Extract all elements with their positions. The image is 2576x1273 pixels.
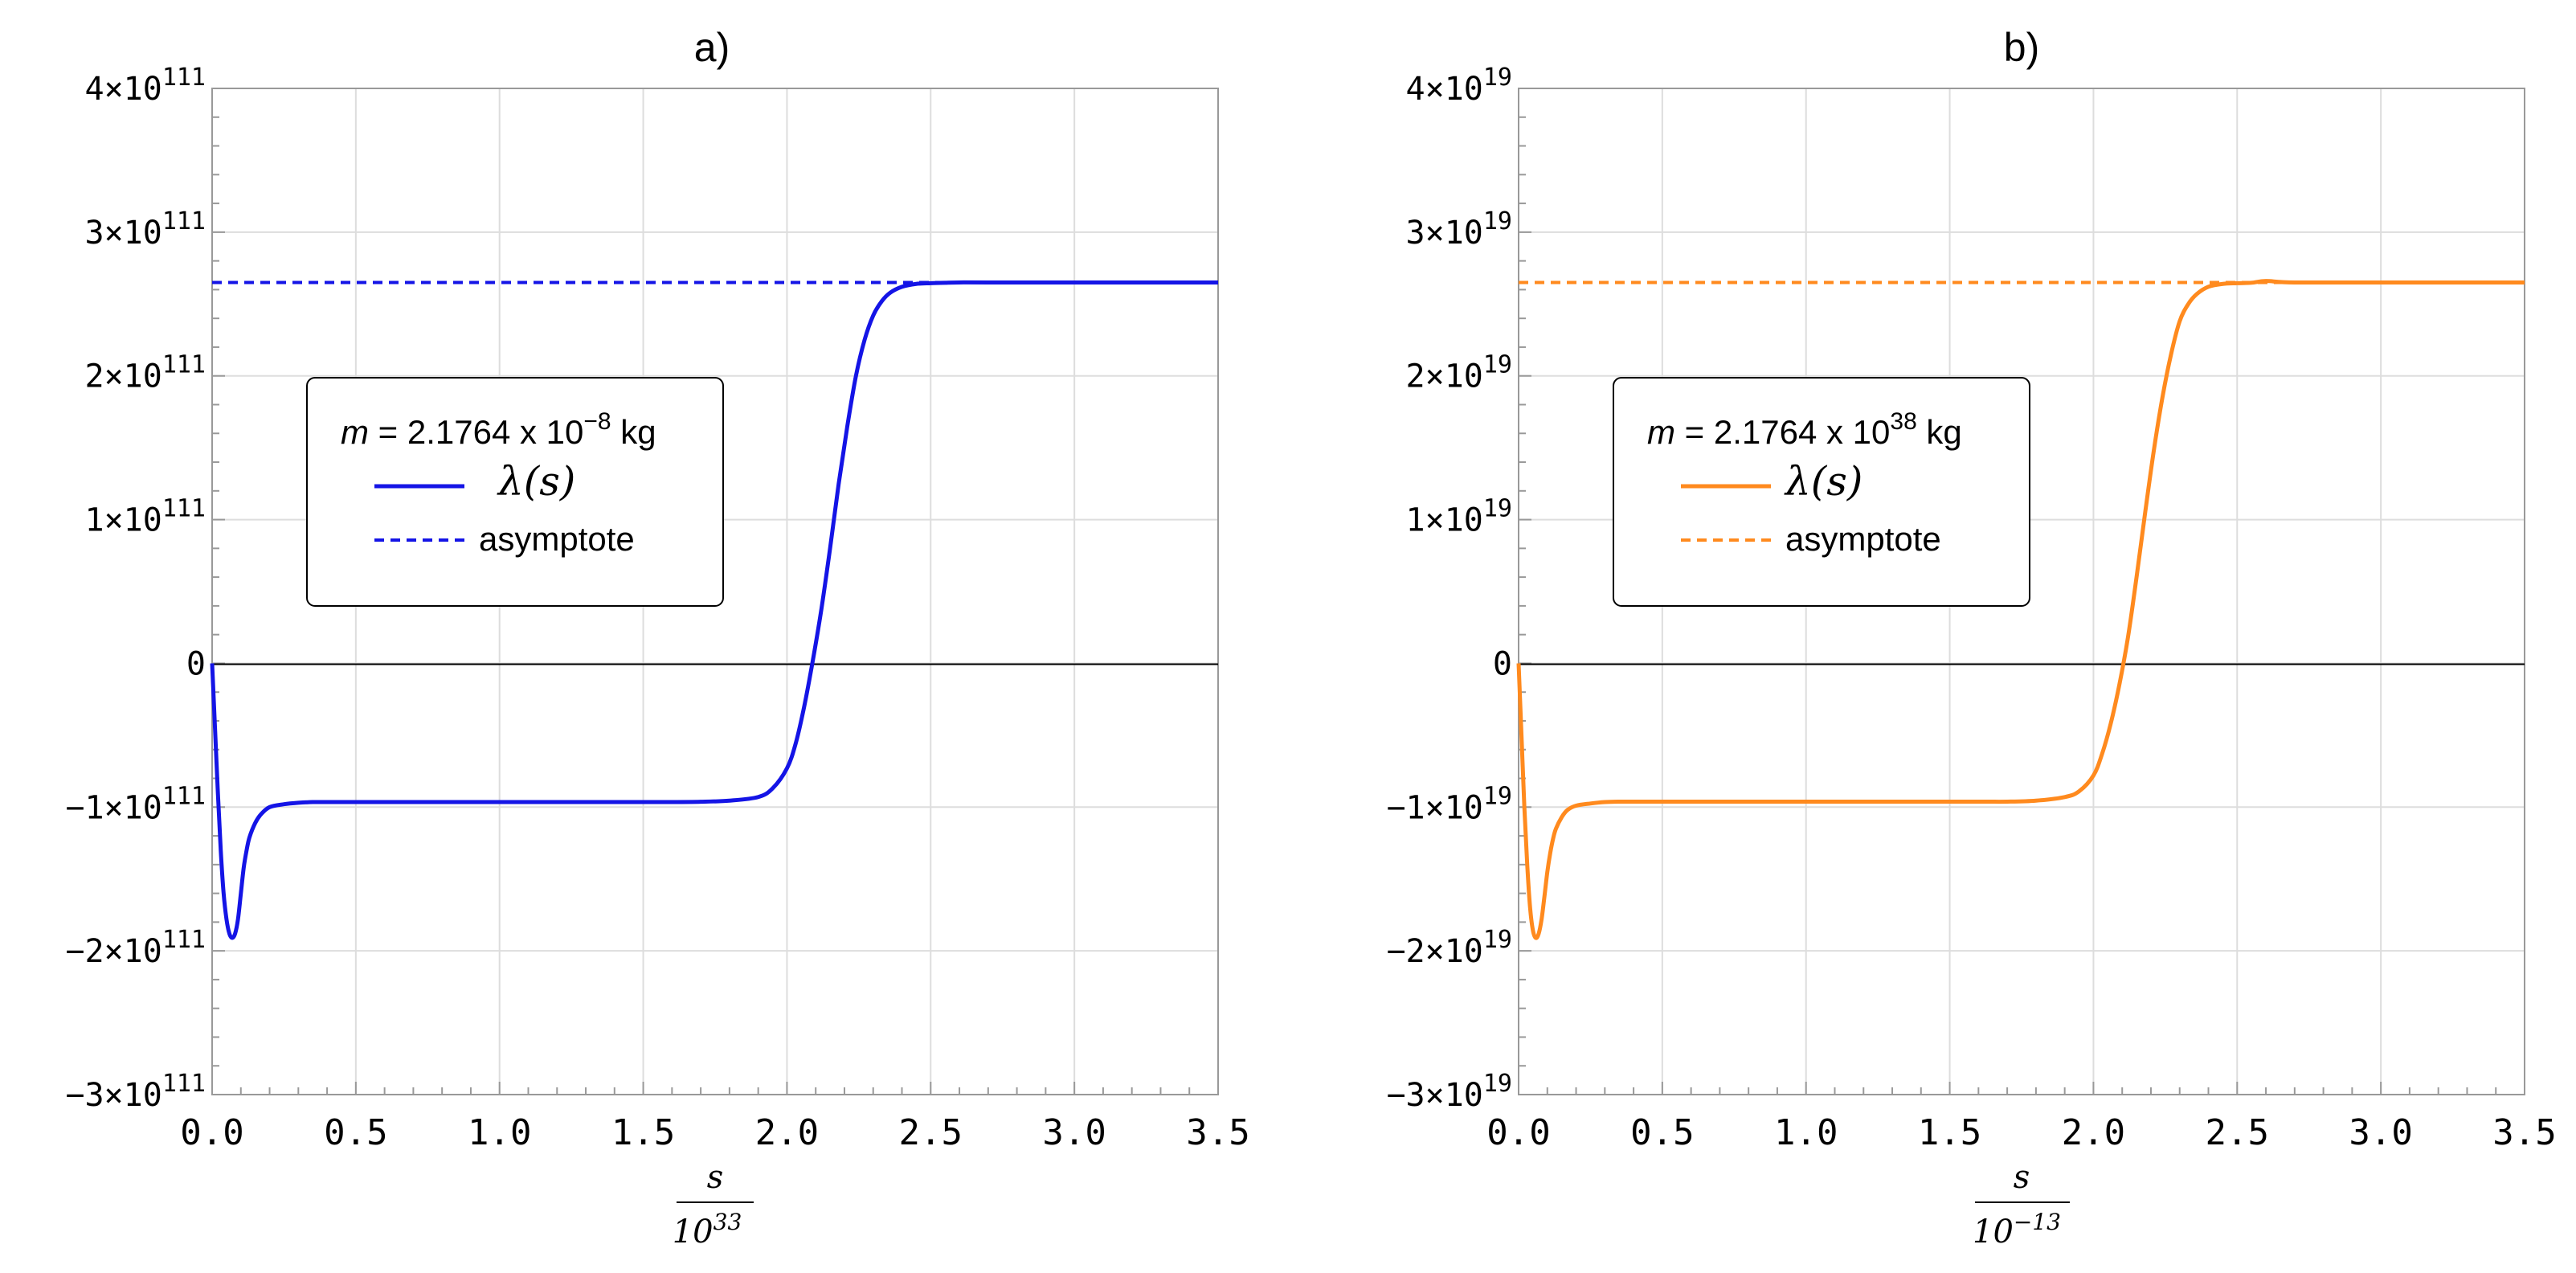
panel-a-y-tick-label: 2×10111 bbox=[84, 351, 206, 395]
panel-b-legend-series-label: λ(s) bbox=[1784, 458, 1862, 505]
panel-a-legend-series-label: λ(s) bbox=[497, 458, 575, 505]
panel-a-x-tick-label: 0.5 bbox=[324, 1112, 387, 1153]
panel-a-legend-asymptote-label: asymptote bbox=[479, 520, 635, 558]
panel-a: a) 4×10111 3×10111 2×10111 1×10111 0 −1×10111… bbox=[65, 25, 1249, 1250]
panel-b-xlabel-denominator: 10−13 bbox=[1973, 1209, 2061, 1250]
panel-a-x-tick-label: 1.0 bbox=[468, 1112, 531, 1153]
panel-b-x-tick-label: 1.0 bbox=[1774, 1112, 1838, 1153]
panel-b-y-tick-label: 2×1019 bbox=[1406, 351, 1512, 395]
panel-a-frame bbox=[211, 88, 1219, 1095]
panel-b-xlabel-denominator-base: 10 bbox=[1973, 1214, 2014, 1250]
panel-b: b) 4×1019 3×1019 2×1019 1×1019 0 −1×1019 −2×10… bbox=[1386, 25, 2556, 1250]
panel-a-x-tick-label: 1.5 bbox=[611, 1112, 675, 1153]
panel-a-x-tick-labels: 0.0 0.5 1.0 1.5 2.0 2.5 3.0 3.5 bbox=[180, 1112, 1249, 1153]
panel-a-y-tick-label: 1×10111 bbox=[84, 495, 206, 539]
panel-b-xlabel-numerator: s bbox=[2014, 1159, 2030, 1196]
panel-b-y-tick-label: 3×1019 bbox=[1406, 207, 1512, 252]
panel-a-y-tick-label: 0 bbox=[186, 645, 206, 682]
panel-b-legend-asymptote-label: asymptote bbox=[1785, 520, 1941, 558]
panel-a-xlabel-denominator-base: 10 bbox=[673, 1214, 714, 1250]
panel-a-x-tick-label: 2.5 bbox=[899, 1112, 963, 1153]
panel-b-y-tick-label: −3×1019 bbox=[1386, 1070, 1512, 1114]
panel-b-legend: m = 2.1764 x 1038 kg λ(s) asymptote bbox=[1613, 377, 2030, 607]
panel-b-x-axis-label: s 10−13 bbox=[1973, 1159, 2070, 1250]
panel-a-y-tick-label: 3×10111 bbox=[84, 207, 206, 252]
panel-b-x-tick-label: 0.0 bbox=[1486, 1112, 1550, 1153]
panel-a-y-tick-labels: 4×10111 3×10111 2×10111 1×10111 0 −1×10111 −2×… bbox=[65, 63, 206, 1114]
panel-a-xlabel-numerator: s bbox=[707, 1159, 724, 1196]
panel-b-x-tick-label: 2.0 bbox=[2062, 1112, 2125, 1153]
panel-a-legend: m = 2.1764 x 10−8 kg λ(s) asymptote bbox=[306, 377, 724, 607]
panel-b-xlabel-denominator-exp: −13 bbox=[2014, 1209, 2061, 1235]
panel-b-x-tick-label: 1.5 bbox=[1918, 1112, 1981, 1153]
panel-a-legend-mass: m = 2.1764 x 10−8 kg bbox=[341, 408, 656, 451]
panel-b-y-tick-label: 4×1019 bbox=[1406, 63, 1512, 108]
panel-a-legend-box bbox=[306, 377, 724, 607]
panel-a-x-tick-label: 0.0 bbox=[180, 1112, 243, 1153]
panel-a-y-tick-label: −1×10111 bbox=[65, 782, 206, 826]
panel-b-legend-box bbox=[1613, 377, 2030, 607]
panel-b-minor-ticks bbox=[1518, 88, 2525, 1095]
panel-b-x-tick-label: 2.5 bbox=[2206, 1112, 2269, 1153]
panel-a-y-tick-label: −3×10111 bbox=[65, 1070, 206, 1114]
panel-a-title: a) bbox=[694, 25, 730, 70]
panel-a-y-tick-label: −2×10111 bbox=[65, 926, 206, 970]
panel-a-y-tick-label: 4×10111 bbox=[84, 63, 206, 108]
panel-b-y-tick-label: −1×1019 bbox=[1386, 782, 1512, 826]
panel-a-x-axis-label: s 1033 bbox=[673, 1159, 754, 1250]
panel-b-title: b) bbox=[2004, 25, 2039, 70]
panel-b-lambda-curve bbox=[1516, 279, 2525, 940]
panel-b-y-tick-labels: 4×1019 3×1019 2×1019 1×1019 0 −1×1019 −2×1019 −… bbox=[1386, 63, 1512, 1114]
panel-b-y-tick-label: 1×1019 bbox=[1406, 495, 1512, 539]
panel-a-minor-ticks bbox=[211, 88, 1219, 1095]
panel-a-lambda-curve bbox=[210, 280, 1218, 940]
panel-a-x-tick-label: 3.5 bbox=[1186, 1112, 1249, 1153]
panel-b-x-tick-label: 3.0 bbox=[2349, 1112, 2412, 1153]
panel-a-x-tick-label: 3.0 bbox=[1042, 1112, 1106, 1153]
panel-b-x-tick-label: 0.5 bbox=[1630, 1112, 1694, 1153]
panel-b-x-tick-label: 3.5 bbox=[2492, 1112, 2556, 1153]
panel-a-xlabel-denominator-exp: 33 bbox=[714, 1209, 742, 1235]
panel-a-x-tick-label: 2.0 bbox=[755, 1112, 819, 1153]
panel-b-x-tick-labels: 0.0 0.5 1.0 1.5 2.0 2.5 3.0 3.5 bbox=[1486, 1112, 2556, 1153]
panel-b-legend-mass: m = 2.1764 x 1038 kg bbox=[1647, 408, 1962, 451]
panel-b-y-tick-label: −2×1019 bbox=[1386, 926, 1512, 970]
panel-a-xlabel-denominator: 1033 bbox=[673, 1209, 742, 1250]
panel-b-frame bbox=[1518, 88, 2525, 1095]
panel-b-y-tick-label: 0 bbox=[1493, 645, 1512, 682]
